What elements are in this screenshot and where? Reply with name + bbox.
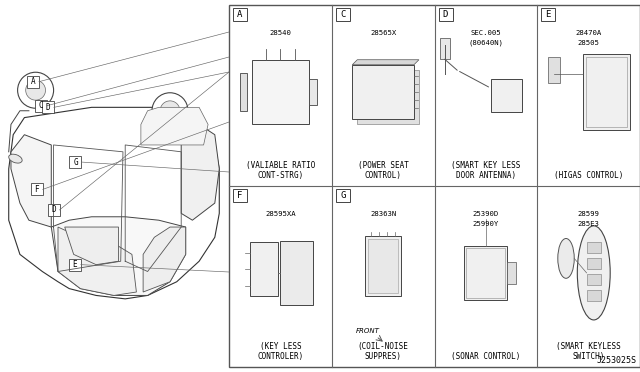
Text: (SMART KEY LESS
DOOR ANTENNA): (SMART KEY LESS DOOR ANTENNA) (451, 161, 520, 180)
Text: 28599: 28599 (578, 211, 600, 217)
Bar (27, 76, 39, 88)
Text: D: D (51, 205, 56, 214)
Circle shape (26, 80, 45, 100)
Polygon shape (9, 108, 220, 299)
Text: F: F (237, 191, 243, 200)
Bar (352, 65, 414, 119)
Text: (POWER SEAT
CONTROL): (POWER SEAT CONTROL) (358, 161, 408, 180)
Text: G: G (73, 158, 78, 167)
Text: 28363N: 28363N (370, 211, 396, 217)
Text: 285E3: 285E3 (578, 221, 600, 227)
Bar (586, 57, 627, 127)
Polygon shape (181, 125, 220, 220)
Bar (280, 241, 313, 305)
Text: FRONT: FRONT (356, 328, 380, 334)
Text: (80640N): (80640N) (468, 40, 504, 46)
Ellipse shape (577, 226, 610, 320)
Bar (233, 8, 247, 21)
Text: (COIL-NOISE
SUPPRES): (COIL-NOISE SUPPRES) (358, 341, 408, 361)
Ellipse shape (9, 154, 22, 163)
Text: F: F (35, 185, 39, 194)
Circle shape (18, 72, 54, 108)
Bar (368, 239, 398, 292)
Bar (541, 8, 556, 21)
Text: A: A (237, 10, 243, 19)
Polygon shape (352, 60, 419, 65)
Text: 28470A: 28470A (575, 30, 602, 36)
Text: G: G (340, 191, 346, 200)
Ellipse shape (558, 238, 574, 278)
Bar (586, 258, 601, 269)
Bar (548, 58, 560, 83)
Polygon shape (141, 108, 208, 145)
Bar (336, 8, 349, 21)
Bar (42, 101, 54, 113)
Bar (467, 248, 506, 298)
Polygon shape (357, 70, 419, 124)
Text: A: A (31, 77, 35, 86)
Text: 28565X: 28565X (370, 30, 396, 36)
Polygon shape (308, 79, 317, 105)
Polygon shape (51, 217, 186, 295)
Bar (438, 8, 452, 21)
Bar (70, 156, 81, 168)
Bar (31, 183, 43, 195)
Circle shape (160, 101, 180, 121)
Bar (233, 189, 247, 202)
Bar (464, 246, 508, 300)
Bar (508, 262, 516, 284)
Bar (491, 79, 522, 112)
Text: 28595XA: 28595XA (265, 211, 296, 217)
Text: (VALIABLE RATIO
CONT-STRG): (VALIABLE RATIO CONT-STRG) (246, 161, 315, 180)
Text: 28505: 28505 (578, 40, 600, 46)
Text: C: C (340, 10, 346, 19)
Polygon shape (143, 227, 186, 292)
Bar (584, 54, 630, 130)
Bar (365, 236, 401, 295)
Text: (KEY LESS
CONTROLER): (KEY LESS CONTROLER) (257, 341, 303, 361)
Text: (SONAR CONTROL): (SONAR CONTROL) (451, 352, 520, 361)
Bar (47, 204, 60, 216)
Polygon shape (11, 135, 51, 227)
Text: 28540: 28540 (269, 30, 291, 36)
Text: (SMART KEYLESS
SWITCH): (SMART KEYLESS SWITCH) (556, 341, 621, 361)
Text: (HIGAS CONTROL): (HIGAS CONTROL) (554, 171, 623, 180)
Text: D: D (45, 103, 50, 112)
Bar (586, 290, 601, 301)
Bar (252, 60, 308, 124)
Text: 25990Y: 25990Y (473, 221, 499, 227)
Text: E: E (545, 10, 551, 19)
Polygon shape (58, 227, 136, 295)
Text: J253025S: J253025S (597, 356, 637, 365)
Text: C: C (39, 101, 44, 110)
Text: SEC.005: SEC.005 (470, 30, 501, 36)
Polygon shape (240, 73, 247, 111)
Text: D: D (443, 10, 448, 19)
Text: E: E (72, 260, 77, 269)
Polygon shape (65, 227, 118, 264)
Bar (586, 274, 601, 285)
Bar (250, 242, 278, 296)
Bar (229, 5, 640, 367)
Bar (586, 242, 601, 253)
Bar (69, 259, 81, 271)
Bar (35, 100, 47, 112)
Text: 25390D: 25390D (473, 211, 499, 217)
Bar (336, 189, 349, 202)
Circle shape (152, 93, 188, 129)
Bar (440, 38, 450, 59)
